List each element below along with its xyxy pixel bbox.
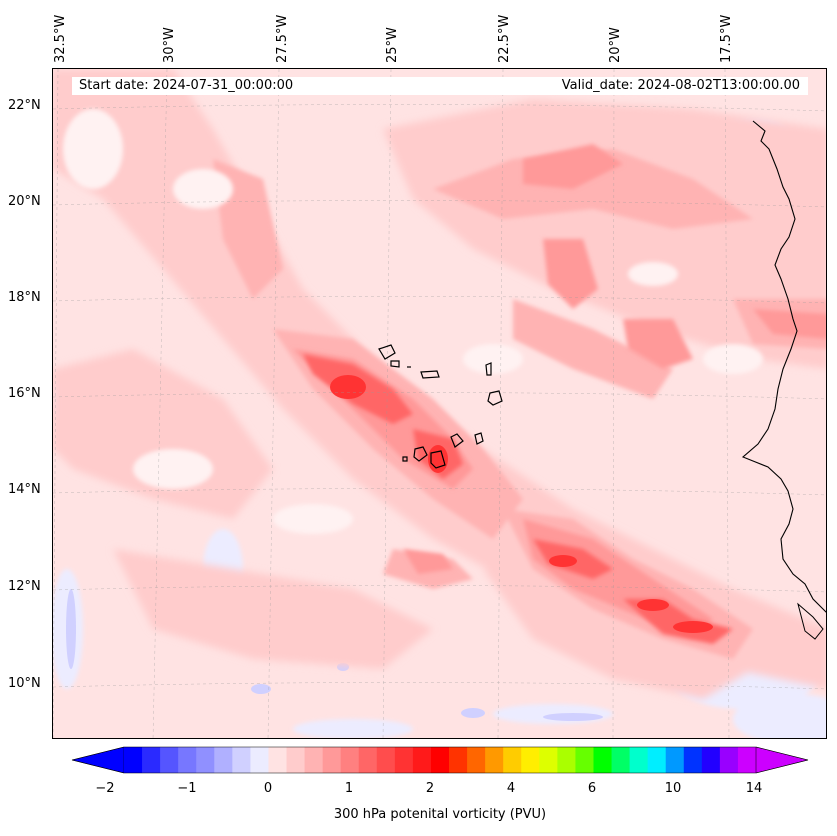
colorbar-swatch — [142, 747, 161, 773]
cape-verde-islands — [378, 344, 503, 469]
colorbar-swatch — [340, 747, 360, 773]
colorbar-swatch — [503, 747, 522, 773]
colorbar-swatch — [611, 747, 631, 773]
lon-label-17-5w: 17.5°W — [719, 14, 734, 63]
lat-label-16n: 16°N — [8, 386, 41, 401]
lat-label-20n: 20°N — [8, 194, 41, 209]
colorbar-swatch — [719, 747, 739, 773]
lon-label-32-5w: 32.5°W — [53, 14, 68, 63]
lat-label-10n: 10°N — [8, 676, 41, 691]
lon-label-20w: 20°W — [608, 27, 623, 63]
cb-tick-0: 0 — [263, 781, 273, 796]
colorbar-swatch — [250, 747, 269, 773]
africa-coastline — [741, 120, 826, 613]
colorbar-swatch — [160, 747, 179, 773]
colorbar-swatch — [124, 747, 143, 773]
colorbar-label: 300 hPa potenital vorticity (PVU) — [333, 807, 547, 822]
cb-tick-neg1: −1 — [177, 781, 197, 796]
colorbar-swatch — [737, 747, 757, 773]
colorbar-swatch — [647, 747, 667, 773]
lon-label-27-5w: 27.5°W — [275, 14, 290, 63]
colorbar-swatch — [232, 747, 251, 773]
colorbar-outline — [71, 746, 809, 774]
colorbar-swatch — [701, 747, 721, 773]
colorbar-over-arrow — [755, 746, 809, 774]
colorbar-swatch — [196, 747, 215, 773]
colorbar-swatch — [683, 747, 703, 773]
colorbar-swatch — [304, 747, 324, 773]
colorbar — [71, 746, 809, 774]
colorbar-swatch — [485, 747, 504, 773]
lon-label-25w: 25°W — [385, 27, 400, 63]
colorbar-swatch — [665, 747, 685, 773]
colorbar-swatch — [214, 747, 233, 773]
colorbar-swatch — [467, 747, 486, 773]
colorbar-swatch — [430, 747, 450, 773]
cb-tick-10: 10 — [664, 781, 682, 796]
lat-label-18n: 18°N — [8, 290, 41, 305]
colorbar-under-arrow — [71, 746, 125, 774]
colorbar-swatch — [358, 747, 378, 773]
lat-label-12n: 12°N — [8, 579, 41, 594]
colorbar-swatch — [376, 747, 396, 773]
pv-contour-field — [53, 69, 826, 738]
colorbar-swatch — [539, 747, 558, 773]
colorbar-swatch — [268, 747, 288, 773]
cb-tick-6: 6 — [587, 781, 597, 796]
lat-label-14n: 14°N — [8, 482, 41, 497]
lat-label-22n: 22°N — [8, 98, 41, 113]
colorbar-swatch — [449, 747, 468, 773]
colorbar-swatch — [575, 747, 594, 773]
colorbar-swatch — [593, 747, 613, 773]
colorbar-swatch — [412, 747, 432, 773]
colorbar-swatch — [322, 747, 342, 773]
colorbar-swatch — [286, 747, 306, 773]
date-header: Start date: 2024-07-31_00:00:00 Valid_da… — [72, 77, 808, 95]
colorbar-swatch — [629, 747, 649, 773]
lon-label-30w: 30°W — [162, 27, 177, 63]
colorbar-swatch — [521, 747, 540, 773]
pv-map[interactable] — [52, 68, 827, 739]
lon-label-22-5w: 22.5°W — [497, 14, 512, 63]
start-date-label: Start date: 2024-07-31_00:00:00 — [79, 78, 294, 93]
cb-tick-14: 14 — [745, 781, 763, 796]
valid-date-label: Valid_date: 2024-08-02T13:00:00.00 — [561, 78, 800, 93]
colorbar-swatch — [178, 747, 197, 773]
colorbar-swatch — [394, 747, 414, 773]
cb-tick-2: 2 — [425, 781, 435, 796]
cb-tick-1: 1 — [344, 781, 354, 796]
cb-tick-neg2: −2 — [95, 781, 115, 796]
colorbar-swatch — [557, 747, 576, 773]
cb-tick-4: 4 — [506, 781, 516, 796]
